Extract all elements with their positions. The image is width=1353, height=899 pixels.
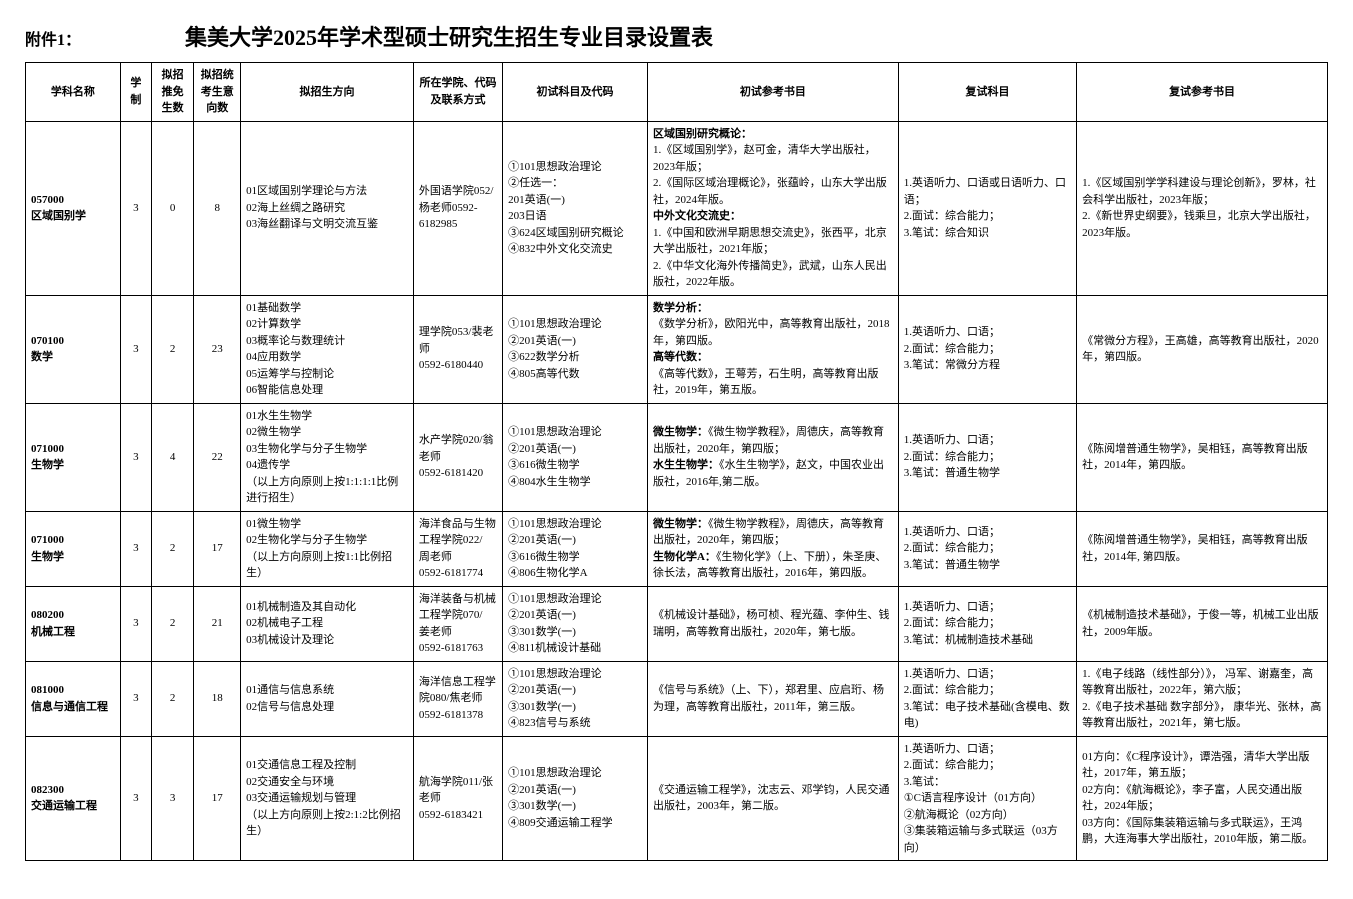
cell-xuezhi: 3 <box>120 586 151 661</box>
cell-fushi: 1.英语听力、口语； 2.面试：综合能力； 3.笔试：电子技术基础(含模电、数电… <box>898 661 1076 736</box>
cell-chushi-ref: 《信号与系统》（上、下），郑君里、应启珩、杨为理，高等教育出版社，2011年，第… <box>647 661 898 736</box>
cell-xueyuan: 航海学院011/张老师 0592-6183421 <box>413 736 502 861</box>
subject-name: 071000生物学 <box>26 511 121 586</box>
cell-xueyuan: 海洋食品与生物工程学院022/ 周老师 0592-6181774 <box>413 511 502 586</box>
col-tuimian: 拟招推免生数 <box>151 63 193 122</box>
subject-name: 071000生物学 <box>26 403 121 511</box>
cell-tongkao: 18 <box>194 661 241 736</box>
col-tongkao: 拟招统考生意向数 <box>194 63 241 122</box>
cell-tuimian: 3 <box>151 736 193 861</box>
cell-xuezhi: 3 <box>120 511 151 586</box>
cell-tuimian: 2 <box>151 661 193 736</box>
table-row: 057000区域国别学 3 0 8 01区域国别学理论与方法 02海上丝绸之路研… <box>26 121 1328 295</box>
cell-chushi-ref: 微生物学：《微生物学教程》，周德庆，高等教育出版社，2020年，第四版；水生生物… <box>647 403 898 511</box>
cell-fushi: 1.英语听力、口语； 2.面试：综合能力； 3.笔试： ①C语言程序设计（01方… <box>898 736 1076 861</box>
page-title: 集美大学2025年学术型硕士研究生招生专业目录设置表 <box>185 20 713 52</box>
cell-fushi: 1.英语听力、口语； 2.面试：综合能力； 3.笔试：普通生物学 <box>898 403 1076 511</box>
cell-fangxiang: 01通信与信息系统 02信号与信息处理 <box>241 661 414 736</box>
cell-fushi: 1.英语听力、口语； 2.面试：综合能力； 3.笔试：普通生物学 <box>898 511 1076 586</box>
cell-chushi-ref: 《机械设计基础》，杨可桢、程光蕴、李仲生、钱瑞明，高等教育出版社，2020年，第… <box>647 586 898 661</box>
cell-fushi-ref: 《陈阅增普通生物学》，吴相钰，高等教育出版社，2014年，第四版。 <box>1077 403 1328 511</box>
col-xuezhi: 学制 <box>120 63 151 122</box>
cell-chushi-ref: 微生物学：《微生物学教程》，周德庆，高等教育出版社，2020年，第四版；生物化学… <box>647 511 898 586</box>
cell-chushi-ref: 数学分析：《数学分析》，欧阳光中，高等教育出版社，2018年，第四版。高等代数：… <box>647 295 898 403</box>
table-row: 080200机械工程 3 2 21 01机械制造及其自动化 02机械电子工程 0… <box>26 586 1328 661</box>
cell-fangxiang: 01机械制造及其自动化 02机械电子工程 03机械设计及理论 <box>241 586 414 661</box>
cell-tongkao: 8 <box>194 121 241 295</box>
admissions-table: 学科名称 学制 拟招推免生数 拟招统考生意向数 拟招生方向 所在学院、代码及联系… <box>25 62 1328 861</box>
subject-name: 057000区域国别学 <box>26 121 121 295</box>
cell-chushi: ①101思想政治理论 ②201英语(一) ③301数学(一) ④811机械设计基… <box>503 586 648 661</box>
cell-fushi-ref: 01方向：《C程序设计》，谭浩强，清华大学出版社，2017年，第五版； 02方向… <box>1077 736 1328 861</box>
cell-tongkao: 23 <box>194 295 241 403</box>
table-row: 071000生物学 3 2 17 01微生物学 02生物化学与分子生物学 （以上… <box>26 511 1328 586</box>
page-header: 附件1： 集美大学2025年学术型硕士研究生招生专业目录设置表 <box>25 20 1328 52</box>
cell-fushi-ref: 《陈阅增普通生物学》，吴相钰，高等教育出版社，2014年, 第四版。 <box>1077 511 1328 586</box>
cell-fushi-ref: 1.《区域国别学学科建设与理论创新》，罗林，社会科学出版社，2023年版； 2.… <box>1077 121 1328 295</box>
cell-chushi-ref: 区域国别研究概论：1.《区域国别学》，赵可金，清华大学出版社，2023年版； 2… <box>647 121 898 295</box>
col-name: 学科名称 <box>26 63 121 122</box>
col-chushi: 初试科目及代码 <box>503 63 648 122</box>
subject-name: 082300交通运输工程 <box>26 736 121 861</box>
cell-chushi: ①101思想政治理论 ②201英语(一) ③622数学分析 ④805高等代数 <box>503 295 648 403</box>
col-fushi: 复试科目 <box>898 63 1076 122</box>
subject-name: 080200机械工程 <box>26 586 121 661</box>
cell-tuimian: 2 <box>151 295 193 403</box>
table-row: 081000信息与通信工程 3 2 18 01通信与信息系统 02信号与信息处理… <box>26 661 1328 736</box>
cell-chushi: ①101思想政治理论 ②任选一： 201英语(一) 203日语 ③624区域国别… <box>503 121 648 295</box>
cell-chushi-ref: 《交通运输工程学》，沈志云、邓学钧，人民交通出版社，2003年，第二版。 <box>647 736 898 861</box>
cell-xueyuan: 外国语学院052/杨老师0592-6182985 <box>413 121 502 295</box>
cell-chushi: ①101思想政治理论 ②201英语(一) ③616微生物学 ④804水生生物学 <box>503 403 648 511</box>
cell-tuimian: 4 <box>151 403 193 511</box>
cell-xueyuan: 水产学院020/翁老师 0592-6181420 <box>413 403 502 511</box>
cell-tuimian: 2 <box>151 586 193 661</box>
col-fushiref: 复试参考书目 <box>1077 63 1328 122</box>
table-row: 082300交通运输工程 3 3 17 01交通信息工程及控制 02交通安全与环… <box>26 736 1328 861</box>
cell-xueyuan: 海洋信息工程学院080/焦老师 0592-6181378 <box>413 661 502 736</box>
attachment-label: 附件1： <box>25 26 81 50</box>
cell-xueyuan: 理学院053/裴老师 0592-6180440 <box>413 295 502 403</box>
cell-fushi: 1.英语听力、口语或日语听力、口语； 2.面试：综合能力； 3.笔试：综合知识 <box>898 121 1076 295</box>
cell-fushi-ref: 《机械制造技术基础》，于俊一等，机械工业出版社，2009年版。 <box>1077 586 1328 661</box>
cell-chushi: ①101思想政治理论 ②201英语(一) ③301数学(一) ④809交通运输工… <box>503 736 648 861</box>
cell-fushi-ref: 《常微分方程》，王高雄，高等教育出版社，2020年，第四版。 <box>1077 295 1328 403</box>
cell-tongkao: 22 <box>194 403 241 511</box>
cell-tongkao: 17 <box>194 736 241 861</box>
cell-xuezhi: 3 <box>120 121 151 295</box>
cell-chushi: ①101思想政治理论 ②201英语(一) ③301数学(一) ④823信号与系统 <box>503 661 648 736</box>
table-row: 070100数学 3 2 23 01基础数学 02计算数学 03概率论与数理统计… <box>26 295 1328 403</box>
cell-fangxiang: 01交通信息工程及控制 02交通安全与环境 03交通运输规划与管理 （以上方向原… <box>241 736 414 861</box>
cell-xueyuan: 海洋装备与机械工程学院070/ 姜老师 0592-6181763 <box>413 586 502 661</box>
cell-xuezhi: 3 <box>120 403 151 511</box>
table-header-row: 学科名称 学制 拟招推免生数 拟招统考生意向数 拟招生方向 所在学院、代码及联系… <box>26 63 1328 122</box>
cell-fangxiang: 01微生物学 02生物化学与分子生物学 （以上方向原则上按1:1比例招生） <box>241 511 414 586</box>
cell-tongkao: 17 <box>194 511 241 586</box>
col-chushiref: 初试参考书目 <box>647 63 898 122</box>
cell-xuezhi: 3 <box>120 295 151 403</box>
col-fangxiang: 拟招生方向 <box>241 63 414 122</box>
cell-fushi: 1.英语听力、口语； 2.面试：综合能力； 3.笔试：常微分方程 <box>898 295 1076 403</box>
cell-tuimian: 0 <box>151 121 193 295</box>
cell-chushi: ①101思想政治理论 ②201英语(一) ③616微生物学 ④806生物化学A <box>503 511 648 586</box>
subject-name: 070100数学 <box>26 295 121 403</box>
cell-fangxiang: 01区域国别学理论与方法 02海上丝绸之路研究 03海丝翻译与文明交流互鉴 <box>241 121 414 295</box>
table-row: 071000生物学 3 4 22 01水生生物学 02微生物学 03生物化学与分… <box>26 403 1328 511</box>
col-xueyuan: 所在学院、代码及联系方式 <box>413 63 502 122</box>
cell-xuezhi: 3 <box>120 736 151 861</box>
cell-xuezhi: 3 <box>120 661 151 736</box>
cell-tuimian: 2 <box>151 511 193 586</box>
cell-fangxiang: 01水生生物学 02微生物学 03生物化学与分子生物学 04遗传学 （以上方向原… <box>241 403 414 511</box>
cell-tongkao: 21 <box>194 586 241 661</box>
cell-fushi: 1.英语听力、口语； 2.面试：综合能力； 3.笔试：机械制造技术基础 <box>898 586 1076 661</box>
cell-fushi-ref: 1.《电子线路（线性部分）》， 冯军、谢嘉奎，高等教育出版社，2022年，第六版… <box>1077 661 1328 736</box>
subject-name: 081000信息与通信工程 <box>26 661 121 736</box>
cell-fangxiang: 01基础数学 02计算数学 03概率论与数理统计 04应用数学 05运筹学与控制… <box>241 295 414 403</box>
